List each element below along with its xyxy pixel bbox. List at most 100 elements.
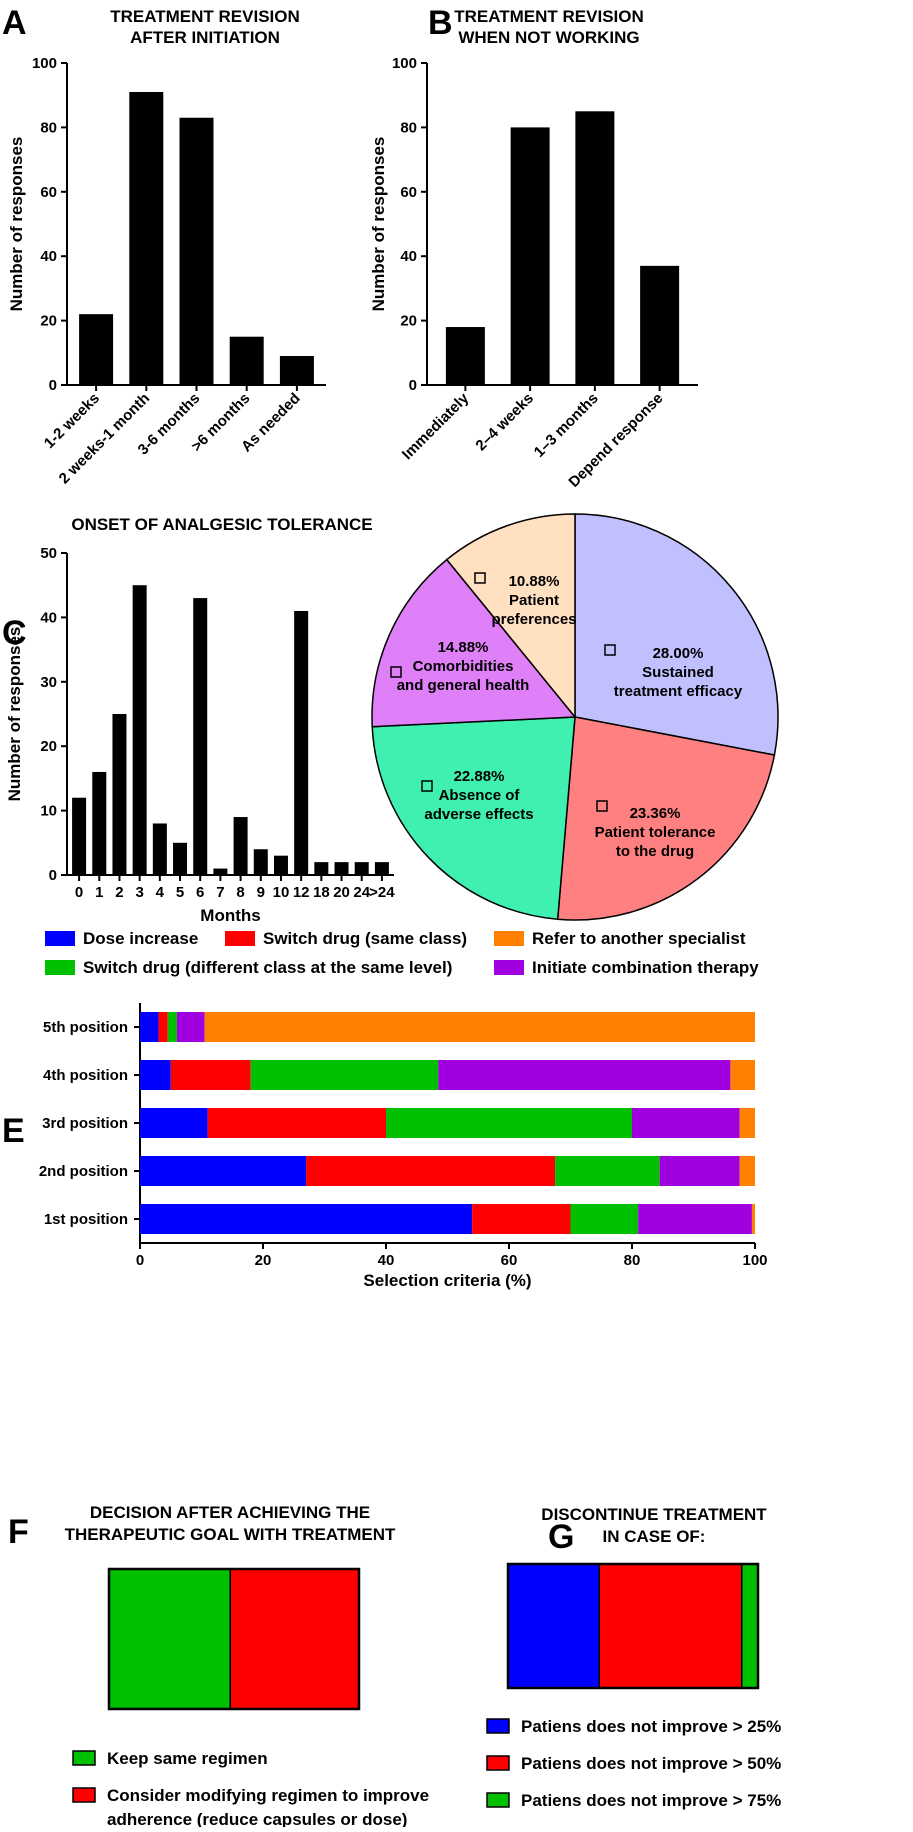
chart-title-line: TREATMENT REVISION — [454, 7, 644, 26]
y-tick-label: 3rd position — [42, 1115, 128, 1132]
bar — [334, 862, 349, 875]
x-tick-label: 7 — [216, 884, 224, 901]
x-tick-label: 60 — [501, 1252, 518, 1269]
y-tick-label: 5th position — [43, 1019, 128, 1036]
stacked-bar-segment — [207, 1108, 386, 1138]
stacked-bar-segment — [741, 1563, 759, 1689]
x-tick-label: >24 — [369, 884, 395, 901]
legend-label: Consider modifying regimen to improve — [107, 1786, 429, 1805]
pie-slice-label: treatment efficacy — [614, 683, 743, 700]
bar — [193, 598, 208, 875]
y-tick-label: 4th position — [43, 1067, 128, 1084]
x-tick-label: 18 — [313, 884, 330, 901]
pie-slice-marker — [474, 572, 486, 584]
chart-title-line: TREATMENT REVISION — [110, 7, 300, 26]
panel-letter-g: G — [548, 1518, 574, 1556]
bar — [112, 714, 127, 875]
y-tick-label: 20 — [400, 313, 417, 330]
stacked-bar-segment — [204, 1012, 755, 1042]
pie-slice-label: and general health — [397, 677, 530, 694]
legend-label: Patiens does not improve > 25% — [521, 1717, 781, 1736]
bar — [129, 91, 164, 385]
stacked-bar-segment — [140, 1204, 473, 1234]
panel-letter-e: E — [2, 1112, 25, 1150]
stacked-bar-segment — [386, 1108, 632, 1138]
y-tick-label: 40 — [40, 248, 57, 265]
stacked-bar-segment — [140, 1012, 159, 1042]
chart-f-decision-after-goal: DECISION AFTER ACHIEVING THE THERAPEUTIC … — [65, 1503, 430, 1829]
x-tick-label: 1–3 months — [531, 390, 602, 461]
bar — [132, 585, 147, 875]
chart-d-pie: 28.00% Sustained treatment efficacy 23.36% P… — [371, 513, 779, 921]
pie-slice-label: Sustained — [642, 664, 714, 681]
bar — [152, 823, 167, 875]
y-tick-label: 0 — [409, 377, 417, 394]
legend-swatch — [494, 960, 524, 975]
stacked-bar-segment — [751, 1204, 755, 1234]
x-tick-label: 4 — [156, 884, 165, 901]
stacked-bar-segment — [739, 1108, 755, 1138]
x-tick-label: 2–4 weeks — [472, 390, 537, 455]
y-tick-label: 60 — [40, 184, 57, 201]
pie-slice-label: Patient tolerance — [595, 824, 716, 841]
pie-slice-marker — [596, 800, 608, 812]
panel-letter-b: B — [428, 4, 453, 42]
stacked-bar-segment — [170, 1060, 251, 1090]
stacked-bar-segment — [140, 1060, 171, 1090]
x-tick-label: 24 — [353, 884, 370, 901]
pie-slice — [371, 716, 576, 921]
chart-title-line: DECISION AFTER ACHIEVING THE — [90, 1503, 370, 1522]
pie-slice-label: Patient — [509, 592, 559, 609]
legend-label: adherence (reduce capsules or dose) — [107, 1810, 407, 1827]
stacked-bar-segment — [472, 1204, 571, 1234]
pie-slice-label: 10.88% — [509, 573, 560, 590]
pie-slice — [371, 558, 577, 728]
bar — [79, 314, 114, 385]
y-tick-label: 10 — [40, 803, 57, 820]
x-tick-label: 2 — [115, 884, 123, 901]
stacked-bar-segment — [140, 1156, 307, 1186]
y-tick-label: 100 — [392, 55, 417, 72]
legend-label: Refer to another specialist — [532, 929, 746, 948]
x-tick-label: 100 — [742, 1252, 767, 1269]
stacked-bar-segment — [739, 1156, 755, 1186]
y-axis-label: Number of responses — [7, 137, 26, 312]
stacked-bar-segment — [250, 1060, 439, 1090]
stacked-bar-segment — [229, 1568, 360, 1710]
x-axis-label: Months — [200, 906, 260, 925]
pie-slice-label: Absence of — [439, 787, 521, 804]
y-tick-label: 20 — [40, 313, 57, 330]
legend-swatch — [494, 931, 524, 946]
pie-slice-marker — [421, 780, 433, 792]
x-tick-label: 0 — [75, 884, 83, 901]
x-tick-label: 3 — [135, 884, 143, 901]
bar — [173, 842, 188, 875]
legend-label: Switch drug (same class) — [263, 929, 467, 948]
chart-title-line: IN CASE OF: — [603, 1527, 706, 1546]
y-tick-label: 2nd position — [39, 1163, 128, 1180]
pie-slice — [574, 513, 779, 756]
pie-slice-label: 28.00% — [653, 645, 704, 662]
pie-slice-label: 23.36% — [630, 805, 681, 822]
bar — [72, 797, 87, 875]
pie-slice-marker — [390, 666, 402, 678]
legend-swatch — [486, 1718, 510, 1734]
x-tick-label: 20 — [333, 884, 350, 901]
stacked-bar-segment — [507, 1563, 600, 1689]
panel-letter-c: C — [2, 614, 27, 652]
x-tick-label: 20 — [255, 1252, 272, 1269]
chart-title-line: THERAPEUTIC GOAL WITH TREATMENT — [65, 1525, 396, 1544]
x-tick-label: 2 weeks-1 month — [56, 390, 153, 487]
chart-title-line: AFTER INITIATION — [130, 28, 280, 47]
pie-slice — [556, 716, 776, 921]
chart-c-onset-of-analgesic-tolerance: ONSET OF ANALGESIC TOLERANCE01020304050N… — [5, 515, 395, 925]
bar — [510, 127, 550, 386]
x-tick-label: 0 — [136, 1252, 144, 1269]
stacked-bar-segment — [730, 1060, 755, 1090]
chart-b-treatment-revision-when-not-working: TREATMENT REVISION WHEN NOT WORKING 0 20 40 6… — [369, 7, 698, 491]
chart-e-stacked-positions: Dose increase Switch drug (same class) Ref… — [39, 929, 768, 1290]
bar — [279, 356, 314, 385]
legend-swatch — [486, 1792, 510, 1808]
bar — [354, 862, 369, 875]
